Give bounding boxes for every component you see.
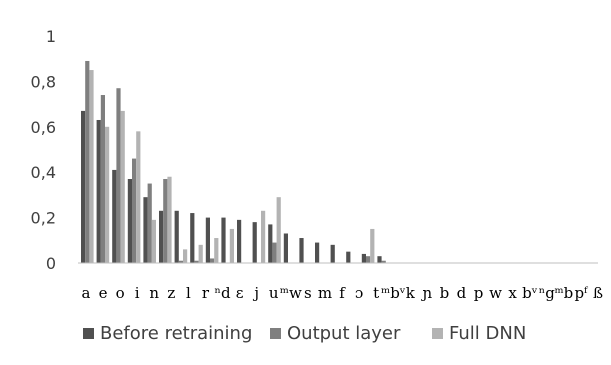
legend-swatch bbox=[83, 328, 94, 339]
bar bbox=[221, 217, 226, 263]
bar bbox=[261, 210, 266, 263]
legend-label: Full DNN bbox=[449, 323, 526, 344]
legend-label: Before retraining bbox=[100, 323, 252, 344]
y-tick-label: 0,6 bbox=[31, 118, 56, 137]
bar bbox=[330, 244, 335, 263]
x-tick-label: p bbox=[474, 284, 484, 302]
legend-swatch bbox=[270, 328, 281, 339]
bar bbox=[370, 228, 375, 263]
x-tick-label: ᵐbᵛ bbox=[381, 284, 406, 302]
x-tick-label: ß bbox=[593, 284, 603, 302]
y-axis-ticks: 0 0,2 0,4 0,6 0,8 1 bbox=[31, 27, 56, 273]
x-tick-label: s bbox=[304, 284, 312, 302]
bar bbox=[381, 260, 386, 263]
x-tick-label: o bbox=[116, 284, 125, 302]
bar bbox=[178, 260, 183, 263]
bar bbox=[127, 179, 132, 263]
bar bbox=[89, 70, 94, 263]
x-tick-label: ɛ bbox=[236, 284, 244, 302]
bar bbox=[315, 242, 320, 263]
bar bbox=[105, 126, 110, 263]
x-tick-label: ᵐb bbox=[554, 284, 573, 302]
bar bbox=[96, 119, 101, 264]
legend-label: Output layer bbox=[287, 323, 401, 344]
bar bbox=[136, 131, 141, 263]
bar-series-group bbox=[81, 60, 386, 264]
bar bbox=[116, 88, 121, 264]
bar bbox=[190, 213, 195, 263]
x-tick-label: z bbox=[167, 284, 175, 302]
bar bbox=[183, 249, 188, 263]
y-tick-label: 0,8 bbox=[31, 72, 56, 91]
bar bbox=[283, 233, 288, 263]
x-tick-label: ɲ bbox=[421, 284, 433, 302]
bar bbox=[100, 95, 105, 264]
x-tick-label: j bbox=[252, 284, 259, 302]
bar bbox=[159, 210, 164, 263]
x-tick-label: m bbox=[318, 284, 332, 302]
x-tick-label: u bbox=[269, 284, 279, 302]
x-tick-label: w bbox=[489, 284, 502, 302]
x-axis-ticks: a e o i n z l r ⁿd ɛ j u ᵐw s m f ɔ t ᵐbᵛ k ɲ b d p w x bᵛ ⁿg ᵐb pᶠ ß bbox=[82, 284, 603, 302]
bar bbox=[167, 176, 172, 263]
bar bbox=[151, 219, 156, 263]
x-tick-label: k bbox=[406, 284, 416, 302]
bar bbox=[237, 219, 242, 263]
bar bbox=[147, 183, 152, 263]
bar bbox=[205, 217, 210, 263]
bar bbox=[268, 224, 273, 263]
bar bbox=[120, 110, 125, 263]
bar bbox=[214, 238, 219, 263]
x-tick-label: pᶠ bbox=[574, 284, 589, 302]
x-tick-label: a bbox=[82, 284, 91, 302]
bar bbox=[252, 222, 257, 263]
x-tick-label: ⁿg bbox=[539, 284, 555, 302]
bar bbox=[198, 244, 203, 263]
x-tick-label: i bbox=[135, 284, 140, 302]
bar bbox=[81, 110, 86, 263]
x-tick-label: d bbox=[457, 284, 467, 302]
bar bbox=[174, 210, 179, 263]
x-tick-label: ⁿd bbox=[214, 284, 230, 302]
bar bbox=[210, 258, 215, 263]
y-tick-label: 0,4 bbox=[31, 163, 56, 182]
x-tick-label: l bbox=[186, 284, 191, 302]
bar bbox=[132, 158, 137, 263]
bar bbox=[299, 238, 304, 263]
bar bbox=[194, 260, 199, 263]
x-tick-label: r bbox=[202, 284, 210, 302]
x-tick-label: b bbox=[440, 284, 450, 302]
y-tick-label: 1 bbox=[46, 27, 56, 46]
bar bbox=[85, 60, 90, 263]
y-tick-label: 0 bbox=[46, 254, 56, 273]
bar bbox=[366, 256, 371, 263]
x-tick-label: bᵛ bbox=[522, 284, 538, 302]
bar bbox=[377, 256, 382, 263]
x-tick-label: ᵐw bbox=[280, 284, 302, 302]
bar bbox=[272, 242, 277, 263]
bar bbox=[112, 169, 117, 263]
bar bbox=[163, 179, 168, 263]
y-tick-label: 0,2 bbox=[31, 209, 56, 228]
bar bbox=[143, 197, 148, 263]
legend: Before retraining Output layer Full DNN bbox=[83, 323, 526, 344]
x-tick-label: t bbox=[373, 284, 379, 302]
x-tick-label: f bbox=[339, 284, 346, 302]
bar bbox=[346, 251, 351, 263]
x-tick-label: ɔ bbox=[355, 284, 363, 302]
bar bbox=[361, 253, 366, 263]
legend-swatch bbox=[432, 328, 443, 339]
x-tick-label: x bbox=[508, 284, 517, 302]
x-tick-label: n bbox=[149, 284, 159, 302]
x-tick-label: e bbox=[99, 284, 108, 302]
bar bbox=[229, 228, 234, 263]
bar bbox=[276, 197, 281, 263]
